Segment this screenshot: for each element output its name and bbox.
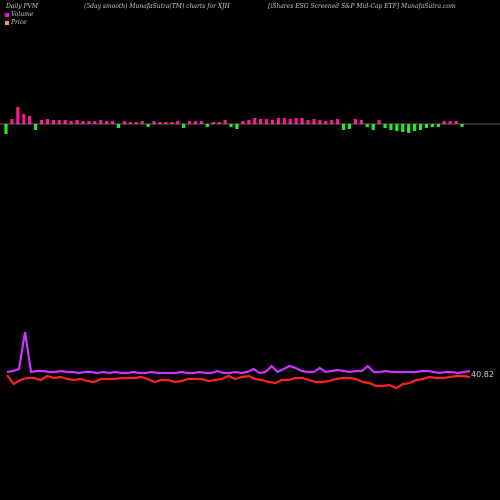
volume-bar <box>300 118 304 124</box>
volume-bar <box>330 120 334 124</box>
volume-bar <box>448 121 452 124</box>
volume-bar <box>45 119 50 124</box>
volume-bar <box>187 121 192 124</box>
volume-bar <box>341 124 346 130</box>
volume-bar <box>128 122 132 124</box>
volume-bar <box>199 121 204 124</box>
volume-bar <box>442 121 446 124</box>
volume-bar <box>395 124 399 131</box>
volume-bar <box>235 124 239 129</box>
volume-bar <box>158 122 162 124</box>
volume-bar <box>16 107 20 124</box>
volume-bar <box>294 118 298 124</box>
volume-bar <box>253 118 257 124</box>
volume-line <box>6 331 471 375</box>
volume-bar <box>460 124 464 127</box>
volume-bar <box>413 124 417 131</box>
volume-bar <box>4 124 8 134</box>
volume-bars <box>4 107 464 134</box>
volume-bar <box>170 122 174 124</box>
volume-bar <box>365 124 369 127</box>
volume-bar <box>140 121 144 124</box>
legend-volume-label: Volume <box>11 11 34 18</box>
volume-bar <box>282 118 286 124</box>
legend-volume: Volume <box>5 11 33 18</box>
volume-bar <box>318 120 322 124</box>
volume-bar <box>454 121 458 124</box>
volume-bar <box>164 122 168 124</box>
volume-bar <box>176 121 180 124</box>
volume-bar <box>353 119 357 124</box>
volume-bar <box>336 119 340 124</box>
volume-bar <box>418 124 423 130</box>
volume-bar <box>401 124 405 132</box>
volume-bar <box>217 122 221 124</box>
volume-bar <box>264 119 269 124</box>
price-line <box>6 374 471 390</box>
volume-bar <box>430 124 434 127</box>
volume-bar <box>241 121 245 124</box>
volume-bar <box>211 122 215 124</box>
volume-bar <box>134 122 138 124</box>
volume-bar <box>359 120 363 124</box>
volume-bar <box>306 120 310 124</box>
volume-bar <box>436 124 440 127</box>
volume-bar <box>75 120 79 124</box>
volume-bar <box>152 121 156 124</box>
legend-price: Price <box>5 19 27 26</box>
volume-bar <box>99 120 103 124</box>
volume-bar <box>34 124 38 130</box>
volume-bar <box>205 124 209 127</box>
volume-bar <box>111 121 115 124</box>
last-price-label: 40.82 <box>471 370 494 379</box>
volume-bar <box>276 118 281 124</box>
volume-bar <box>10 119 14 124</box>
volume-bar <box>63 120 67 124</box>
volume-bar <box>105 121 109 124</box>
volume-bar <box>87 121 91 124</box>
volume-bar <box>288 119 292 124</box>
volume-bar <box>69 121 73 124</box>
volume-bar <box>247 120 251 124</box>
legend-volume-swatch <box>5 12 9 17</box>
volume-bar <box>223 120 227 124</box>
volume-bar <box>81 121 85 124</box>
volume-bar <box>116 124 121 128</box>
volume-bar <box>93 121 97 124</box>
volume-bar <box>122 121 127 124</box>
chart-header-title: (5day smooth) MunafaSutra(TM) charts for… <box>84 3 230 10</box>
volume-bar <box>347 124 352 129</box>
volume-bar <box>146 124 150 127</box>
volume-bar <box>312 119 316 124</box>
chart-header-right: [iShares ESG Screened S&P Mid-Cap ETF] M… <box>268 3 456 10</box>
volume-bar <box>371 124 375 130</box>
volume-bar <box>57 120 61 124</box>
volume-bar <box>389 124 393 130</box>
volume-bar <box>39 120 44 124</box>
volume-bar <box>383 124 387 128</box>
chart-header-left: Daily PVM <box>6 3 39 10</box>
volume-bar <box>270 120 275 124</box>
volume-bar <box>22 114 26 124</box>
volume-bar <box>193 121 198 124</box>
volume-bar <box>407 124 411 133</box>
volume-bar <box>182 124 186 128</box>
volume-bar <box>229 124 233 127</box>
volume-bar <box>324 121 328 124</box>
volume-bar <box>51 120 55 124</box>
legend-price-swatch <box>5 20 9 25</box>
volume-bar <box>377 120 381 124</box>
volume-bar <box>259 119 263 124</box>
volume-bar <box>28 116 32 124</box>
legend-price-label: Price <box>11 19 27 26</box>
volume-bar <box>424 124 429 128</box>
